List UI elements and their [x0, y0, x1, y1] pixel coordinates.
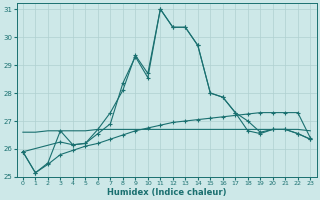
- X-axis label: Humidex (Indice chaleur): Humidex (Indice chaleur): [107, 188, 226, 197]
